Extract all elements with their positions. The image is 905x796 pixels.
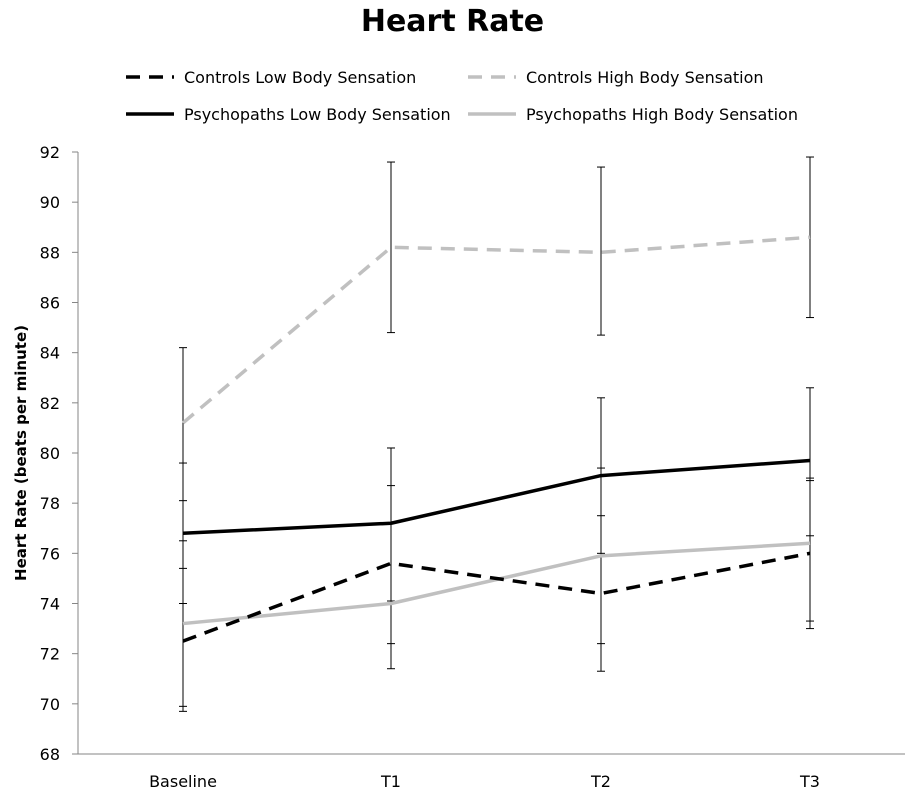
y-tick-label: 90	[40, 193, 60, 212]
y-tick-label: 78	[40, 494, 60, 513]
legend: Controls Low Body Sensation Controls High…	[0, 0, 905, 140]
series-line-controls-high-body-sensation	[181, 235, 811, 425]
series-lines	[181, 235, 811, 643]
x-tick-label: T1	[380, 772, 401, 791]
y-tick-label: 70	[40, 695, 60, 714]
y-tick-label: 88	[40, 243, 60, 262]
legend-item: Psychopaths Low Body Sensation	[124, 103, 451, 125]
legend-label: Controls Low Body Sensation	[184, 67, 417, 87]
axes	[72, 151, 905, 755]
legend-swatch	[126, 112, 174, 116]
legend-swatch	[468, 112, 516, 116]
legend-item: Psychopaths High Body Sensation	[466, 103, 798, 125]
legend-item: Controls High Body Sensation	[466, 66, 764, 88]
y-tick-label: 68	[40, 745, 60, 764]
x-tick-labels: Baseline T1 T2 T3	[149, 772, 820, 791]
chart-title: Heart Rate	[360, 4, 545, 39]
legend-label: Psychopaths High Body Sensation	[526, 104, 798, 124]
legend-label: Controls High Body Sensation	[526, 67, 764, 87]
series-line-controls-low-body-sensation	[182, 551, 811, 643]
y-tick-label: 82	[40, 394, 60, 413]
legend-swatch	[468, 75, 516, 79]
y-axis-label: Heart Rate (beats per minute)	[12, 325, 30, 581]
error-bars	[179, 156, 814, 712]
y-tick-labels: 68 70 72 74 76 78 80 82 84 86 88 90 92	[40, 143, 60, 764]
y-tick-label: 72	[40, 645, 60, 664]
series-line-psychopaths-low-body-sensation	[182, 458, 811, 536]
x-tick-label: T3	[799, 772, 820, 791]
y-tick-label: 76	[40, 544, 60, 563]
x-tick-label: Baseline	[149, 772, 217, 791]
y-tick-label: 86	[40, 294, 60, 313]
x-tick-label: T2	[590, 772, 611, 791]
legend-item: Controls Low Body Sensation	[124, 66, 416, 88]
legend-label: Psychopaths Low Body Sensation	[184, 104, 451, 124]
y-tick-label: 80	[40, 444, 60, 463]
legend-swatch	[126, 75, 174, 79]
y-tick-label: 92	[40, 143, 60, 162]
series-line-psychopaths-high-body-sensation	[182, 541, 811, 626]
y-tick-label: 74	[40, 595, 60, 614]
y-tick-label: 84	[40, 344, 60, 363]
